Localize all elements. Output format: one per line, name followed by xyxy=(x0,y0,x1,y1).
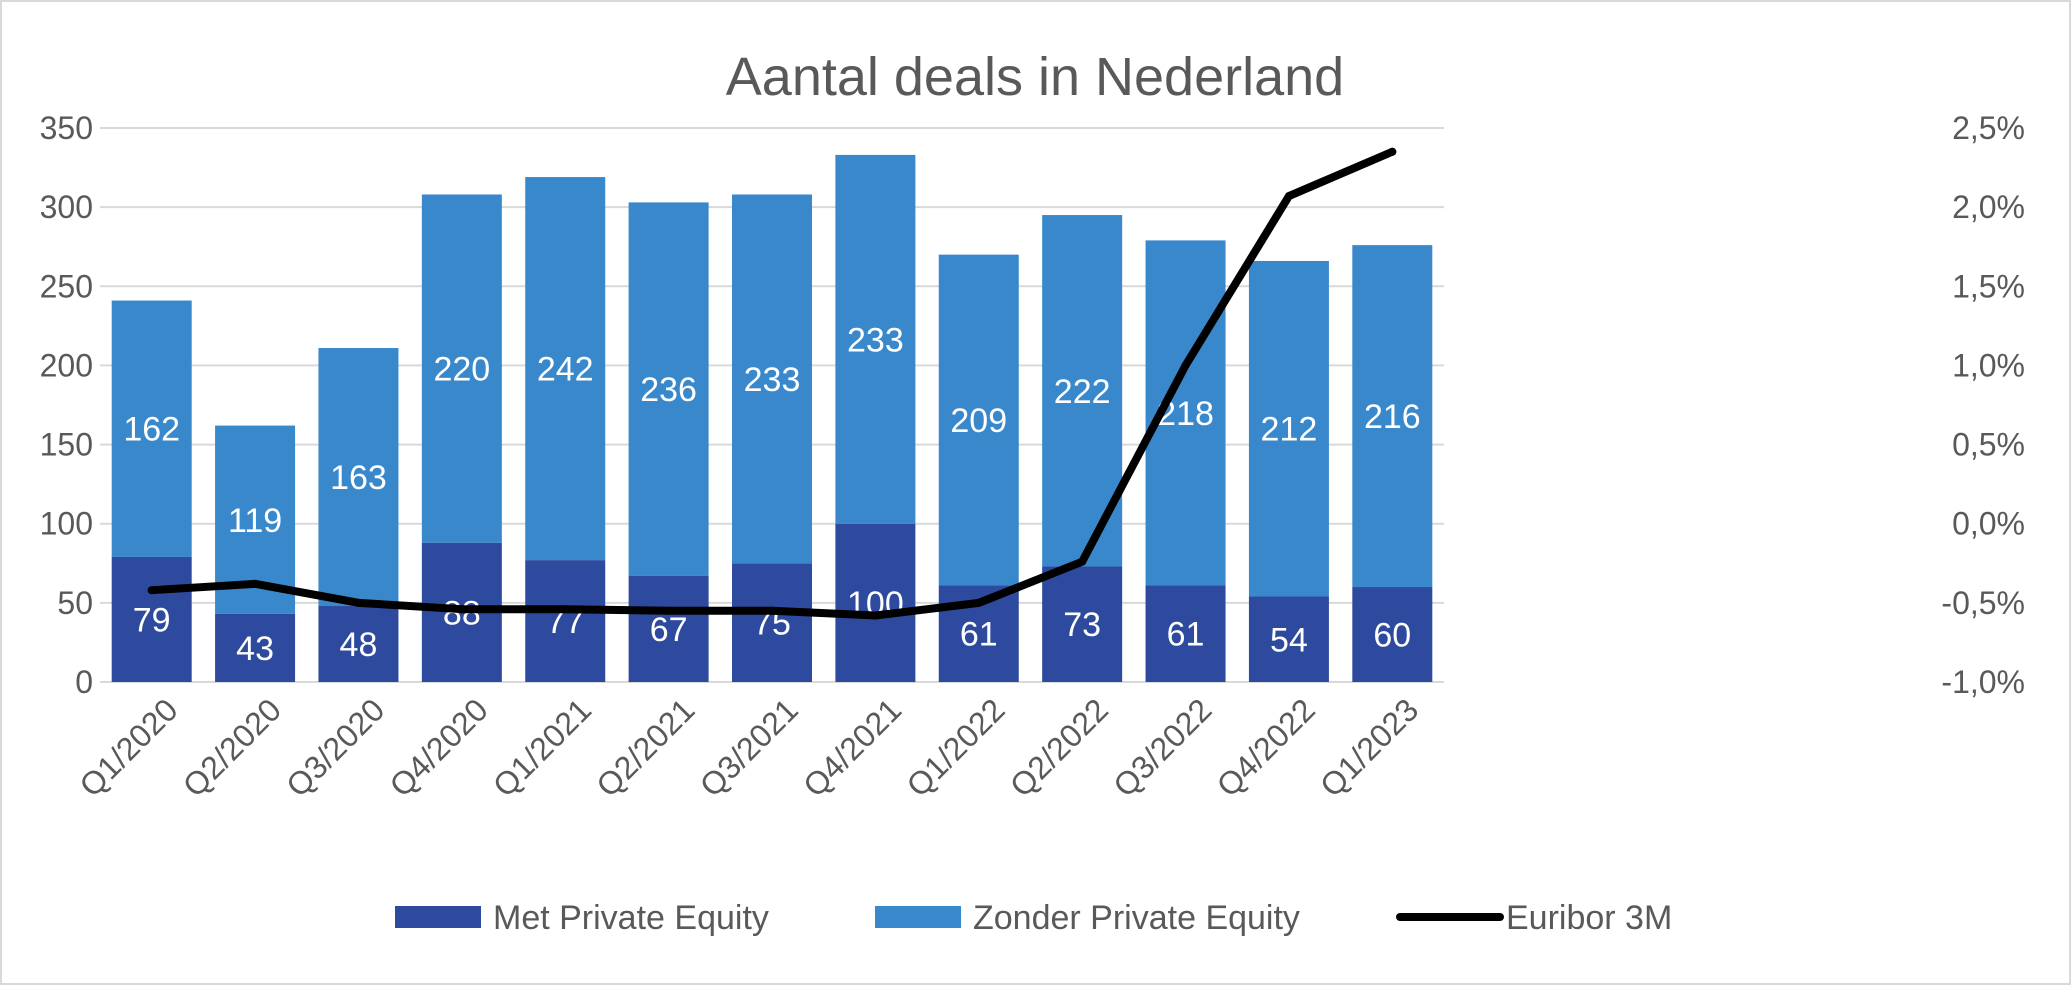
bar-zonder-private-equity xyxy=(525,177,606,561)
euribor-3m-point xyxy=(1284,192,1293,201)
euribor-3m-point xyxy=(457,605,466,614)
bar-zonder-private-equity xyxy=(628,202,709,576)
bar-met-private-equity xyxy=(111,556,192,682)
bar-met-private-equity xyxy=(318,606,399,682)
data-label-met: 54 xyxy=(1270,621,1308,659)
data-label-zonder: 220 xyxy=(433,351,490,389)
left-tick-label: 300 xyxy=(40,189,93,225)
legend: Met Private Equity Zonder Private Equity E… xyxy=(395,899,1672,937)
left-tick-label: 350 xyxy=(40,110,93,146)
bar-zonder-private-equity xyxy=(835,154,916,524)
legend-label: Euribor 3M xyxy=(1506,899,1672,937)
right-axis: -1,0% -0,5% 0,0% 0,5% 1,0% 1,5% 2,0% 2,5% xyxy=(1941,110,2025,700)
euribor-line-layer xyxy=(147,147,1397,620)
euribor-3m-point xyxy=(1388,147,1397,156)
euribor-3m-point xyxy=(1181,361,1190,370)
left-tick-label: 250 xyxy=(40,268,93,304)
data-label-met: 67 xyxy=(650,611,688,649)
data-label-zonder: 119 xyxy=(228,502,282,540)
bar-met-private-equity xyxy=(628,575,709,682)
data-label-met: 48 xyxy=(340,626,378,664)
data-label-zonder: 242 xyxy=(537,351,594,389)
data-label-zonder: 162 xyxy=(123,411,180,449)
euribor-3m-point xyxy=(561,605,570,614)
left-tick-label: 200 xyxy=(40,347,93,383)
right-tick-label: 2,0% xyxy=(1952,189,2025,225)
right-tick-label: 0,5% xyxy=(1952,427,2025,463)
legend-zonder-private-equity: Zonder Private Equity xyxy=(875,899,1300,937)
bar-met-private-equity xyxy=(525,560,606,682)
euribor-3m-point xyxy=(768,606,776,615)
right-tick-label: 2,5% xyxy=(1952,110,2025,146)
data-label-zonder: 222 xyxy=(1054,373,1111,411)
data-label-zonder: 209 xyxy=(950,402,1007,440)
bars xyxy=(111,154,1433,682)
legend-swatch xyxy=(875,906,961,928)
bar-met-private-equity xyxy=(1248,596,1329,682)
euribor-3m-point xyxy=(664,606,673,615)
data-label-zonder: 216 xyxy=(1364,398,1421,436)
data-label-met: 88 xyxy=(443,594,481,632)
legend-met-private-equity: Met Private Equity xyxy=(395,899,769,937)
data-label-met: 43 xyxy=(236,630,274,668)
right-tick-label: 1,5% xyxy=(1952,268,2025,304)
bar-zonder-private-equity xyxy=(1248,260,1329,597)
right-tick-label: 1,0% xyxy=(1952,347,2025,383)
data-label-met: 73 xyxy=(1063,606,1101,644)
left-tick-label: 150 xyxy=(40,427,93,463)
chart-title: Aantal deals in Nederland xyxy=(726,47,1344,107)
bar-zonder-private-equity xyxy=(421,194,502,543)
legend-swatch xyxy=(395,906,481,928)
euribor-3m-point xyxy=(147,586,156,595)
bar-zonder-private-equity xyxy=(1352,245,1433,588)
right-tick-label: -0,5% xyxy=(1941,585,2025,621)
right-tick-label: 0,0% xyxy=(1952,506,2025,542)
data-label-met: 60 xyxy=(1373,617,1411,655)
data-label-zonder: 236 xyxy=(640,371,697,409)
bar-met-private-equity xyxy=(732,563,812,682)
euribor-3m-point xyxy=(354,598,363,607)
bar-met-private-equity xyxy=(835,523,916,682)
bar-met-private-equity xyxy=(1042,566,1123,682)
bar-zonder-private-equity xyxy=(732,194,812,564)
bar-met-private-equity xyxy=(1352,587,1433,682)
euribor-3m-point xyxy=(251,579,260,588)
bar-met-private-equity xyxy=(1145,585,1226,682)
bar-zonder-private-equity xyxy=(111,300,192,557)
left-tick-label: 0 xyxy=(75,664,93,700)
bar-zonder-private-equity xyxy=(318,348,399,607)
euribor-3m-point xyxy=(1078,557,1087,566)
euribor-3m-point xyxy=(871,611,880,620)
data-label-zonder: 212 xyxy=(1261,411,1318,449)
data-label-met: 79 xyxy=(133,601,171,639)
euribor-3m-point xyxy=(974,598,983,607)
data-label-met: 61 xyxy=(960,616,998,654)
bar-zonder-private-equity xyxy=(938,254,1019,586)
left-tick-label: 50 xyxy=(57,585,93,621)
legend-label: Met Private Equity xyxy=(493,899,769,937)
left-tick-label: 100 xyxy=(40,506,93,542)
legend-label: Zonder Private Equity xyxy=(973,899,1300,937)
left-axis: 0 50 100 150 200 250 300 350 xyxy=(40,110,93,700)
bar-met-private-equity xyxy=(215,613,296,682)
data-label-met: 61 xyxy=(1167,616,1205,654)
legend-euribor-3m: Euribor 3M xyxy=(1396,899,1672,937)
data-label-zonder: 233 xyxy=(744,361,801,399)
data-label-zonder: 163 xyxy=(330,459,387,497)
right-tick-label: -1,0% xyxy=(1941,664,2025,700)
data-label-zonder: 233 xyxy=(847,321,904,359)
